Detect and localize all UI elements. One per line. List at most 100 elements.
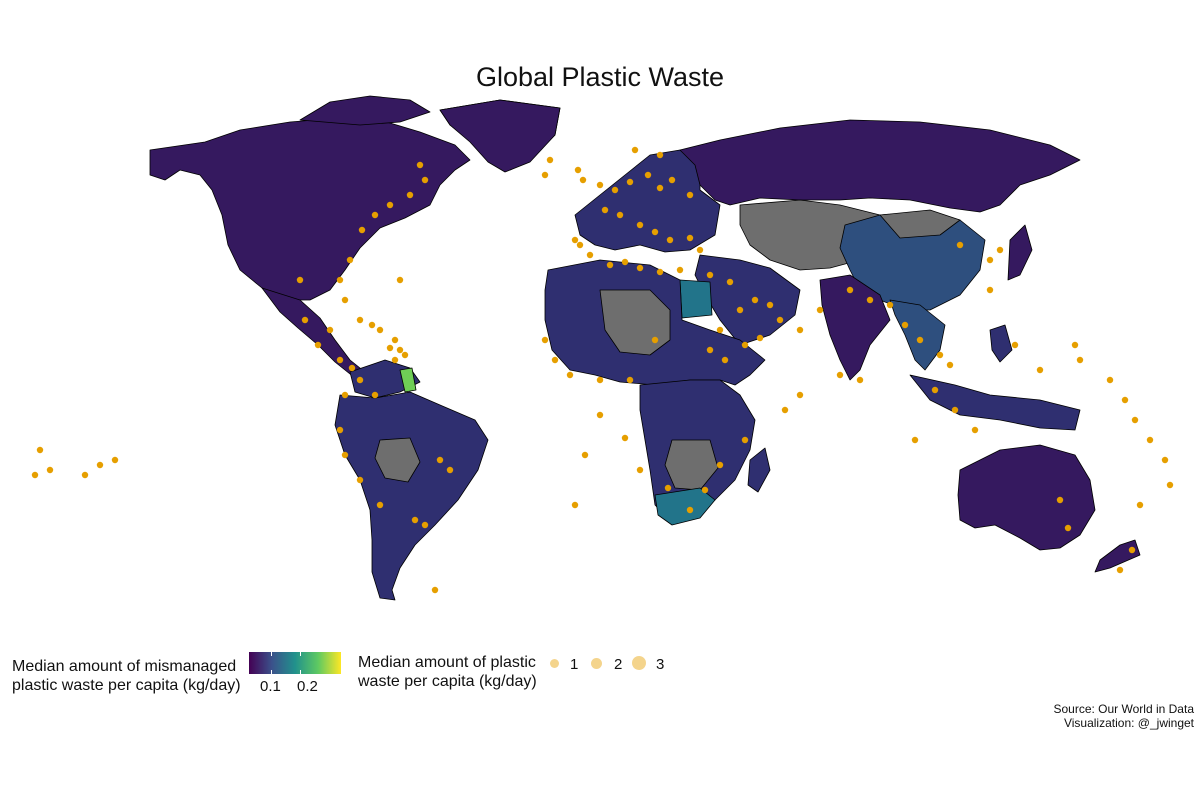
plastic-waste-point (686, 506, 694, 514)
plastic-waste-point (371, 391, 379, 399)
plastic-waste-point (401, 351, 409, 359)
plastic-waste-point (436, 456, 444, 464)
plastic-waste-point (946, 361, 954, 369)
plastic-waste-point (721, 356, 729, 364)
plastic-waste-point (358, 226, 366, 234)
plastic-waste-point (1106, 376, 1114, 384)
country-mexico-central-america (261, 287, 366, 379)
plastic-waste-point (1036, 366, 1044, 374)
size-legend-label: 1 (570, 656, 579, 673)
plastic-waste-point (546, 156, 554, 164)
plastic-waste-point (579, 176, 587, 184)
size-legend-title-line1: Median amount of plastic (358, 654, 536, 671)
plastic-waste-point (636, 264, 644, 272)
plastic-waste-point (701, 486, 709, 494)
fill-legend-title-line2: plastic waste per capita (kg/day) (12, 677, 241, 694)
colorbar-tick (271, 670, 272, 674)
plastic-waste-point (356, 476, 364, 484)
colorbar-label: 0.1 (260, 678, 281, 695)
plastic-waste-point (1116, 566, 1124, 574)
plastic-waste-point (716, 326, 724, 334)
plastic-waste-point (411, 516, 419, 524)
country-mongolia-nodata (879, 209, 961, 239)
plastic-waste-point (371, 211, 379, 219)
plastic-waste-point (376, 501, 384, 509)
plastic-waste-point (391, 356, 399, 364)
country-north-america (149, 117, 471, 301)
plastic-waste-point (1161, 456, 1169, 464)
plastic-waste-point (656, 151, 664, 159)
country-madagascar (747, 447, 771, 493)
plastic-waste-point (606, 261, 614, 269)
plastic-waste-point (916, 336, 924, 344)
plastic-waste-point (421, 176, 429, 184)
plastic-waste-point (574, 166, 582, 174)
country-japan (1007, 224, 1033, 281)
plastic-waste-point (46, 466, 54, 474)
plastic-waste-point (901, 321, 909, 329)
plastic-waste-point (726, 278, 734, 286)
country-guyana (399, 367, 417, 393)
plastic-waste-point (1056, 496, 1064, 504)
plastic-waste-point (866, 296, 874, 304)
plastic-waste-point (431, 586, 439, 594)
plastic-waste-point (571, 501, 579, 509)
plastic-waste-point (636, 466, 644, 474)
plastic-waste-point (1011, 341, 1019, 349)
plastic-waste-point (571, 236, 579, 244)
plastic-waste-point (846, 286, 854, 294)
fill-legend-title-line1: Median amount of mismanaged (12, 658, 237, 675)
plastic-waste-point (971, 426, 979, 434)
plastic-waste-point (576, 241, 584, 249)
plastic-waste-point (1064, 524, 1072, 532)
plastic-waste-point (406, 191, 414, 199)
plastic-waste-point (656, 268, 664, 276)
plastic-waste-point (706, 271, 714, 279)
size-legend-label: 3 (656, 656, 665, 673)
country-southeast-asia (889, 299, 946, 371)
plastic-waste-point (1146, 436, 1154, 444)
plastic-waste-point (396, 346, 404, 354)
plastic-waste-point (781, 406, 789, 414)
plastic-waste-point (376, 326, 384, 334)
plastic-waste-point (346, 256, 354, 264)
plastic-waste-point (581, 451, 589, 459)
plastic-waste-point (706, 346, 714, 354)
plastic-waste-point (81, 471, 89, 479)
plastic-waste-point (1136, 501, 1144, 509)
country-philippines (989, 324, 1013, 363)
plastic-waste-point (111, 456, 119, 464)
plastic-waste-point (416, 161, 424, 169)
plastic-waste-point (936, 351, 944, 359)
country-indonesia (909, 374, 1081, 431)
size-legend-title: Median amount of plastic waste per capit… (358, 653, 548, 691)
plastic-waste-point (621, 258, 629, 266)
plastic-waste-point (326, 326, 334, 334)
plastic-waste-point (956, 241, 964, 249)
plastic-waste-point (368, 321, 376, 329)
plastic-waste-point (348, 364, 356, 372)
size-legend-dot-small (550, 659, 559, 668)
plastic-waste-point (356, 316, 364, 324)
plastic-waste-point (911, 436, 919, 444)
plastic-waste-point (931, 386, 939, 394)
plastic-waste-point (386, 344, 394, 352)
map-title: Global Plastic Waste (475, 62, 725, 92)
plastic-waste-point (676, 266, 684, 274)
plastic-waste-point (541, 336, 549, 344)
plastic-waste-point (336, 426, 344, 434)
plastic-waste-point (886, 301, 894, 309)
plastic-waste-point (651, 228, 659, 236)
plastic-waste-point (616, 211, 624, 219)
plastic-waste-point (766, 301, 774, 309)
plastic-waste-point (1076, 356, 1084, 364)
plastic-waste-point (756, 334, 764, 342)
plastic-waste-point (611, 186, 619, 194)
plastic-waste-point (621, 434, 629, 442)
plastic-waste-point (986, 286, 994, 294)
plastic-waste-point (736, 306, 744, 314)
plastic-waste-point (566, 371, 574, 379)
plastic-waste-point (1128, 546, 1136, 554)
country-greenland (439, 99, 561, 173)
fill-colorbar (249, 652, 341, 674)
